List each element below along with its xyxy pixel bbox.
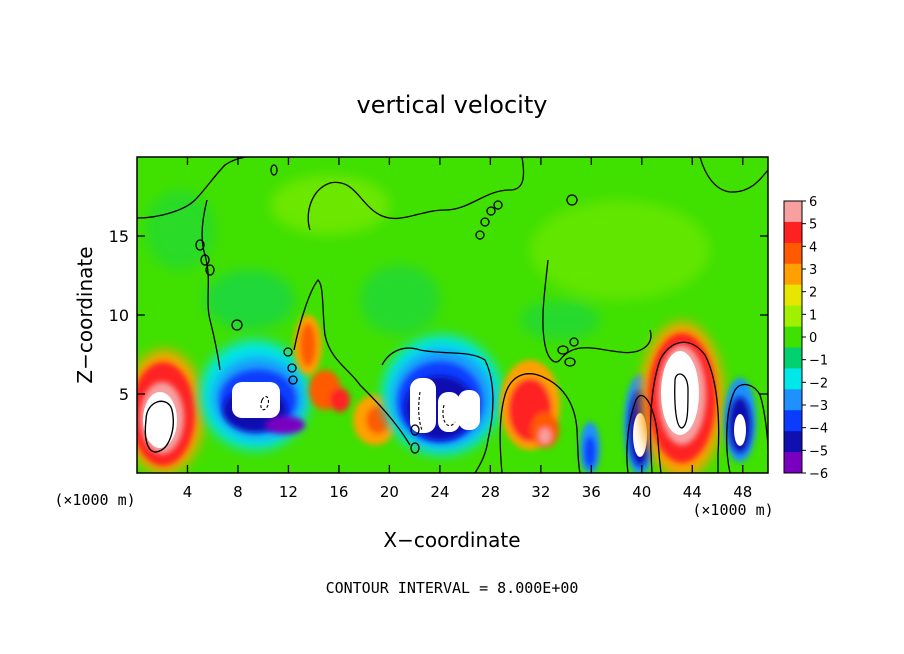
- colorbar-label: 0: [809, 331, 817, 346]
- x-tick-label: 4: [183, 483, 193, 501]
- x-tick-label: 48: [733, 483, 752, 501]
- colorbar-swatch: [784, 368, 802, 390]
- x-tick-label: 24: [430, 483, 449, 501]
- y-tick-label: 15: [109, 227, 129, 246]
- updraft-plume-x31: [500, 360, 560, 450]
- x-tick-label: 44: [683, 483, 702, 501]
- x-tick-label: 28: [481, 483, 500, 501]
- x-axis-unit-right: (×1000 m): [692, 501, 773, 519]
- colorbar-label: −3: [809, 399, 828, 414]
- colorbar-swatch: [784, 305, 802, 328]
- colorbar-label: 2: [809, 286, 817, 301]
- downdraft-streak-x35: [580, 422, 600, 473]
- colorbar-swatch: [784, 389, 802, 411]
- x-tick-label: 16: [329, 483, 348, 501]
- colorbar-swatch: [784, 242, 802, 265]
- x-tick-label: 36: [582, 483, 601, 501]
- updraft-plume-x42: [640, 322, 724, 473]
- colorbar-label: −1: [809, 354, 828, 369]
- colorbar-swatch: [784, 284, 802, 307]
- x-tick-label: 40: [632, 483, 651, 501]
- x-axis: 4 8 12 16 20 24 28 32 36 40 44 48: [183, 157, 752, 501]
- colorbar-swatch: [784, 452, 802, 474]
- x-tick-label: 32: [531, 483, 550, 501]
- chart-title: vertical velocity: [357, 91, 548, 119]
- contour-interval-note: CONTOUR INTERVAL = 8.000E+00: [326, 579, 579, 597]
- colorbar-label: −2: [809, 376, 828, 391]
- colorbar: 6 5 4 3 2 1 0 −1 −2 −3 −4 −5 −6: [783, 195, 828, 482]
- plot-area: [137, 157, 768, 473]
- colorbar-swatch: [784, 263, 802, 286]
- x-tick-label: 12: [279, 483, 298, 501]
- x-tick-label: 20: [380, 483, 399, 501]
- colorbar-swatch: [784, 431, 802, 453]
- colorbar-label: 5: [809, 218, 817, 233]
- x-axis-unit-left: (×1000 m): [54, 491, 135, 509]
- field-background-variation: [145, 175, 710, 340]
- colorbar-swatch: [784, 410, 802, 432]
- colorbar-swatch: [784, 201, 802, 223]
- y-tick-label: 10: [109, 306, 129, 325]
- colorbar-label: 3: [809, 263, 817, 278]
- colorbar-swatch: [784, 221, 802, 244]
- y-tick-label: 5: [119, 385, 129, 404]
- colorbar-label: 4: [809, 240, 817, 255]
- y-axis-label: Z−coordinate: [73, 246, 97, 383]
- updraft-plume-x2: [137, 350, 204, 473]
- colorbar-label: 1: [809, 308, 817, 323]
- colorbar-label: −4: [809, 422, 828, 437]
- colorbar-swatch: [784, 326, 802, 348]
- colorbar-label: 6: [809, 195, 817, 210]
- colorbar-label: −6: [809, 467, 828, 482]
- zero-contours: [137, 157, 768, 473]
- x-axis-label: X−coordinate: [383, 528, 520, 552]
- colorbar-swatch: [784, 347, 802, 369]
- y-axis: 5 10 15: [109, 227, 768, 404]
- x-tick-label: 8: [233, 483, 243, 501]
- downdraft-region-x24: [382, 335, 502, 455]
- downdraft-region-x9: [200, 340, 310, 450]
- colorbar-label: −5: [809, 444, 828, 459]
- downdraft-column-x47: [724, 378, 756, 462]
